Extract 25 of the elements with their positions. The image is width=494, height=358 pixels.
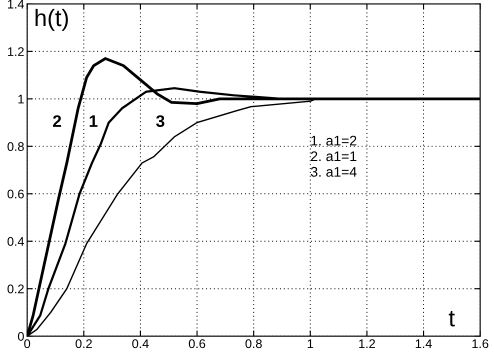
y-tick-label: 0.8: [8, 142, 24, 151]
y-tick-label: 0.4: [8, 237, 24, 246]
x-tick-label: 0.4: [132, 339, 149, 348]
series-label: 1: [90, 115, 98, 127]
y-tick-label: 0.2: [8, 284, 24, 294]
series-label: 3: [156, 115, 164, 128]
x-tick-label: 1.2: [359, 339, 375, 348]
y-tick-label: 1: [18, 94, 24, 104]
annotation: 2. a1=1: [310, 151, 356, 162]
x-tick-label: 0.6: [188, 339, 206, 348]
y-tick-label: 0.6: [8, 190, 24, 198]
annotation: 3. a1=4: [310, 166, 357, 177]
x-tick-label: 1: [308, 339, 314, 348]
x-tick-label: 0: [24, 339, 30, 348]
x-tick-label: 1.6: [472, 339, 488, 348]
annotation: 1. a1=2: [311, 136, 356, 146]
x-tick-label: 0.8: [245, 339, 262, 348]
y-tick-label: 1.2: [8, 47, 24, 56]
series-label: 2: [53, 115, 62, 127]
x-tick-label: 1.4: [416, 339, 432, 348]
y-axis-title: h(t): [36, 8, 68, 31]
y-tick-label: 1.4: [8, 0, 24, 8]
x-tick-label: 0.2: [76, 339, 92, 348]
y-tick-label: 0: [18, 332, 24, 341]
x-axis-title: t: [448, 311, 455, 326]
